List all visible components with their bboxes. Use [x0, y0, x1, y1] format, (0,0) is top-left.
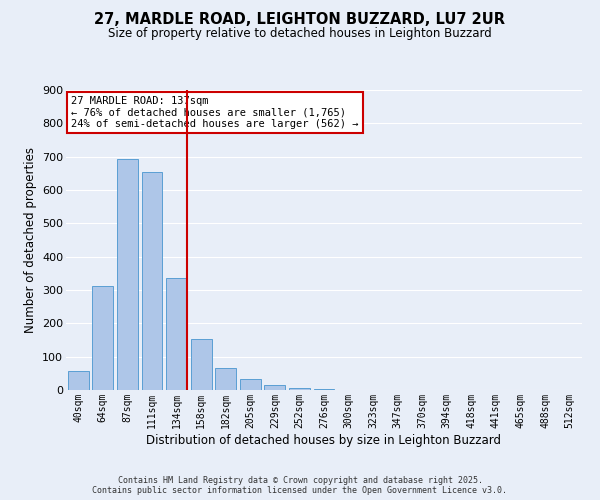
Bar	[92, 286, 113, 390]
X-axis label: Distribution of detached houses by size in Leighton Buzzard: Distribution of detached houses by size …	[146, 434, 502, 446]
Bar	[191, 339, 212, 390]
Bar	[265, 385, 286, 390]
Text: Size of property relative to detached houses in Leighton Buzzard: Size of property relative to detached ho…	[108, 28, 492, 40]
Bar	[289, 388, 310, 390]
Text: 27 MARDLE ROAD: 137sqm
← 76% of detached houses are smaller (1,765)
24% of semi-: 27 MARDLE ROAD: 137sqm ← 76% of detached…	[71, 96, 359, 129]
Bar	[215, 368, 236, 390]
Bar	[166, 278, 187, 390]
Text: 27, MARDLE ROAD, LEIGHTON BUZZARD, LU7 2UR: 27, MARDLE ROAD, LEIGHTON BUZZARD, LU7 2…	[95, 12, 505, 28]
Y-axis label: Number of detached properties: Number of detached properties	[23, 147, 37, 333]
Bar	[117, 160, 138, 390]
Bar	[68, 370, 89, 390]
Bar	[142, 172, 163, 390]
Bar	[240, 379, 261, 390]
Text: Contains HM Land Registry data © Crown copyright and database right 2025.
Contai: Contains HM Land Registry data © Crown c…	[92, 476, 508, 495]
